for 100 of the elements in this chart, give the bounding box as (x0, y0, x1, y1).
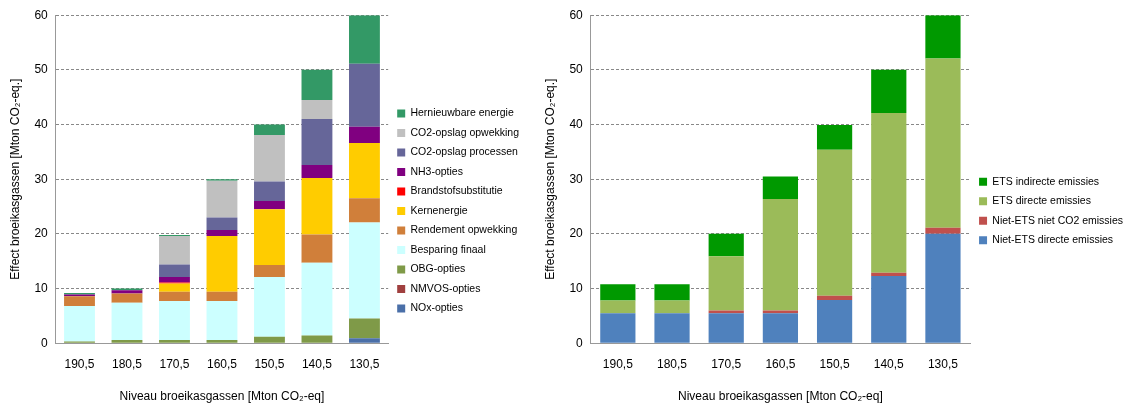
legend-label: CO2-opslag opwekking (410, 125, 520, 138)
bar (254, 201, 285, 210)
bar (301, 164, 333, 179)
y-tick-label: 10 (34, 280, 49, 295)
y-tick-label: 50 (34, 62, 49, 77)
bar (708, 313, 744, 343)
bar (206, 339, 238, 343)
bar (159, 283, 190, 292)
bar (600, 300, 636, 314)
bar (816, 149, 853, 296)
y-axis-title: Effect broeikasgassen [Mton CO₂-eq.] (542, 78, 557, 280)
x-tick-label: 180,5 (657, 356, 688, 371)
bar (206, 291, 238, 302)
bar (64, 296, 95, 307)
bar (708, 310, 744, 314)
y-tick-label: 30 (569, 171, 584, 186)
y-tick-label: 20 (34, 226, 49, 241)
bar (301, 335, 333, 343)
legend-label: Kernenergie (410, 203, 468, 216)
bar (349, 143, 380, 199)
bar (349, 126, 380, 144)
legend-label: NOx-opties (410, 301, 463, 314)
bar (301, 119, 333, 165)
bar (762, 176, 799, 199)
bar (301, 99, 333, 120)
bar (925, 58, 961, 228)
bar (254, 336, 285, 343)
bar (206, 301, 238, 340)
x-axis-title: Niveau broeikasgassen [Mton CO₂-eq] (678, 389, 883, 404)
x-tick-label: 160,5 (765, 356, 796, 371)
legend-label: Rendement opwekking (410, 223, 518, 236)
bar (708, 233, 744, 257)
bar (816, 295, 853, 301)
bar (349, 222, 380, 319)
bar (111, 302, 143, 340)
y-tick-label: 60 (569, 7, 584, 22)
bar (762, 198, 799, 311)
y-axis-title: Effect broeikasgassen [Mton CO₂-eq.] (7, 78, 22, 280)
y-tick-label: 30 (34, 171, 49, 186)
bar (159, 301, 190, 340)
x-tick-label: 140,5 (873, 356, 905, 371)
bar (301, 234, 333, 263)
y-tick-label: 20 (569, 226, 584, 241)
bar (301, 178, 333, 235)
bar (871, 275, 907, 343)
legend-label: ETS indirecte emissies (992, 174, 1100, 187)
y-tick-label: 60 (34, 7, 49, 22)
y-tick-label: 0 (41, 335, 49, 350)
legend-label: Hernieuwbare energie (410, 106, 514, 119)
bar (349, 318, 380, 339)
bar (654, 300, 690, 314)
x-tick-label: 190,5 (64, 356, 95, 371)
bar (925, 227, 961, 234)
y-tick-label: 0 (576, 335, 584, 350)
bar (159, 291, 190, 302)
bar (206, 180, 238, 218)
bar (301, 69, 333, 100)
y-tick-label: 50 (569, 62, 584, 77)
x-axis-title: Niveau broeikasgassen [Mton CO₂-eq] (119, 389, 325, 404)
x-tick-label: 130,5 (927, 356, 959, 371)
x-tick-label: 170,5 (159, 356, 190, 371)
y-tick-label: 40 (34, 116, 49, 131)
x-tick-label: 150,5 (819, 356, 850, 371)
bar (600, 313, 636, 343)
bar (159, 277, 190, 283)
bar (159, 339, 190, 343)
bar (654, 313, 690, 343)
bar (254, 181, 285, 202)
bar (762, 313, 799, 343)
bar (159, 264, 190, 278)
bar (254, 277, 285, 337)
x-tick-label: 130,5 (349, 356, 380, 371)
legend-label: OBG-opties (410, 262, 466, 275)
legend-label: NMVOS-opties (410, 281, 481, 294)
y-tick-label: 40 (569, 116, 584, 131)
x-tick-label: 190,5 (602, 356, 634, 371)
bar (254, 134, 285, 182)
bar (925, 233, 961, 343)
bar (111, 293, 143, 303)
x-tick-label: 150,5 (254, 356, 285, 371)
bar (762, 310, 799, 314)
bar (600, 284, 636, 301)
bar (871, 272, 907, 276)
x-tick-label: 180,5 (111, 356, 143, 371)
bar (871, 113, 907, 273)
bar (206, 217, 238, 231)
bar (816, 125, 853, 150)
x-tick-label: 170,5 (711, 356, 742, 371)
bar (159, 236, 190, 265)
x-tick-label: 160,5 (206, 356, 238, 371)
x-tick-label: 140,5 (301, 356, 333, 371)
legend-label: Niet-ETS directe emissies (992, 233, 1114, 246)
bar (301, 262, 333, 336)
bar (349, 198, 380, 223)
legend-label: ETS directe emissies (992, 194, 1091, 207)
bar (206, 236, 238, 292)
bar (816, 300, 853, 343)
bar (254, 124, 285, 135)
bar (349, 63, 380, 127)
bar (925, 15, 961, 59)
